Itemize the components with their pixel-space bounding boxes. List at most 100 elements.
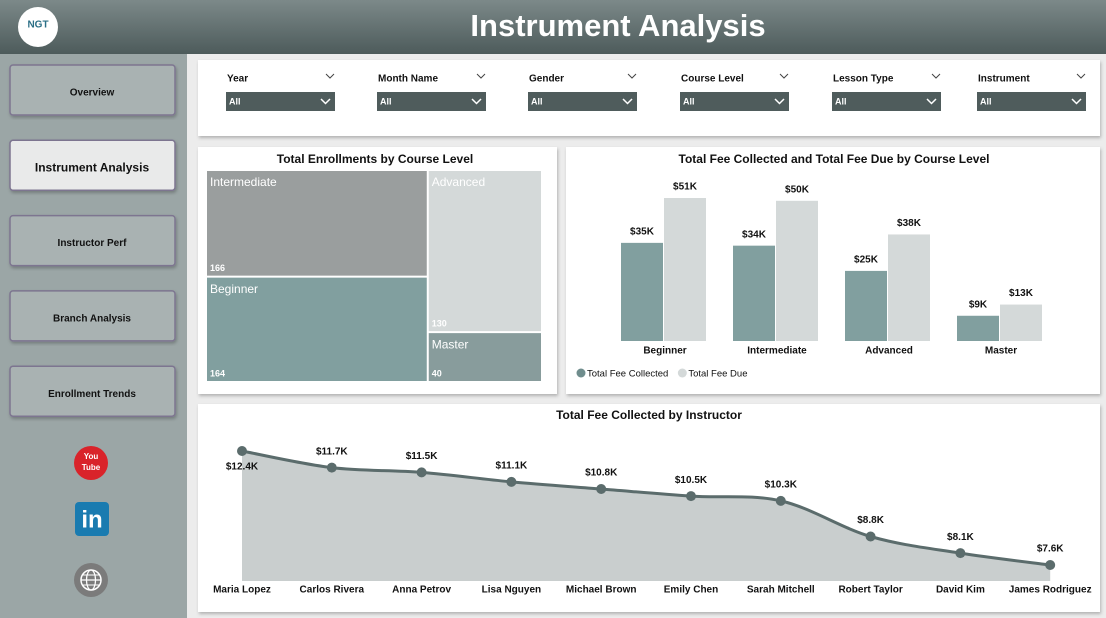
legend-label[interactable]: Total Fee Collected [587, 369, 668, 380]
data-label: $11.5K [406, 451, 438, 462]
filter-label: Gender [529, 74, 564, 85]
filter-chevron[interactable] [779, 73, 789, 79]
nav-button-label: Instructor Perf [58, 238, 128, 249]
chart-title: Total Fee Collected and Total Fee Due by… [679, 152, 990, 166]
data-label: $51K [673, 182, 698, 193]
header-bar [0, 0, 1106, 54]
filter-label: Lesson Type [833, 74, 894, 85]
dropdown-chevron [926, 98, 937, 105]
data-label: $50K [785, 184, 810, 195]
filter-dropdown[interactable] [226, 92, 335, 111]
filter-dropdown[interactable] [528, 92, 637, 111]
x-tick-label: Beginner [643, 346, 686, 357]
chart-title: Total Fee Collected by Instructor [556, 408, 742, 422]
filter-value: All [980, 96, 992, 106]
point [596, 484, 607, 494]
filter-label: Instrument [978, 74, 1030, 85]
line [241, 449, 1051, 567]
treemap-label: Master [432, 337, 469, 351]
bar [733, 245, 775, 341]
point [775, 495, 786, 506]
area [242, 451, 1051, 581]
data-label: $12.4K [226, 462, 259, 473]
point [686, 491, 696, 502]
treemap-label: Intermediate [210, 175, 277, 189]
page-title: Instrument Analysis [470, 8, 765, 43]
treemap-value: 40 [432, 368, 442, 378]
point [326, 462, 337, 473]
dropdown-chevron [774, 98, 785, 105]
bar [888, 234, 930, 341]
treemap-value: 164 [210, 368, 225, 378]
nav-button-label: Instrument Analysis [35, 160, 150, 174]
data-label: $38K [897, 218, 922, 229]
legend-marker[interactable] [677, 368, 687, 378]
x-tick-label: Advanced [865, 346, 913, 357]
filter-chevron[interactable] [931, 73, 941, 79]
filter-label: Course Level [681, 74, 744, 85]
point [506, 476, 517, 487]
bar [1000, 304, 1042, 341]
x-tick-label: Emily Chen [664, 585, 718, 596]
linkedin-text: in [81, 506, 102, 533]
data-label: $10.5K [675, 475, 708, 486]
data-label: $25K [854, 255, 879, 266]
nav-button[interactable] [9, 64, 176, 116]
filter-dropdown[interactable] [680, 92, 789, 111]
logo-text: NGT [27, 20, 48, 31]
bar [621, 242, 663, 341]
filter-label: Month Name [378, 74, 438, 85]
data-label: $11.7K [316, 446, 348, 457]
treemap-cell [207, 171, 427, 276]
dropdown-chevron [320, 98, 331, 105]
filter-value: All [835, 96, 847, 106]
x-tick-label: Michael Brown [566, 585, 637, 596]
data-label: $8.8K [857, 515, 884, 526]
youtube-text: You [84, 452, 99, 461]
nav-button[interactable] [9, 214, 176, 267]
filter-panel [198, 60, 1100, 136]
data-label: $10.8K [585, 468, 618, 479]
legend-marker[interactable] [576, 368, 586, 378]
filter-value: All [683, 96, 695, 106]
x-tick-label: James Rodriguez [1009, 585, 1092, 596]
nav-button[interactable] [9, 290, 176, 342]
linkedin-icon[interactable] [75, 502, 109, 536]
data-label: $10.3K [765, 480, 798, 491]
x-tick-label: Intermediate [747, 346, 807, 357]
point [416, 467, 427, 478]
treemap-value: 130 [432, 318, 447, 328]
filter-value: All [229, 96, 241, 106]
point [237, 446, 247, 456]
x-tick-label: Master [985, 346, 1017, 357]
youtube-icon[interactable] [74, 446, 108, 480]
filter-value: All [531, 96, 543, 106]
youtube-text: Tube [82, 463, 101, 472]
filter-chevron[interactable] [1076, 73, 1086, 79]
logo [18, 7, 58, 47]
filter-chevron[interactable] [627, 73, 637, 79]
point [865, 531, 876, 542]
dropdown-chevron [1071, 98, 1082, 105]
filter-chevron[interactable] [325, 73, 335, 79]
data-label: $8.1K [947, 532, 974, 543]
treemap-label: Beginner [210, 282, 258, 296]
filter-dropdown[interactable] [977, 92, 1086, 111]
filter-chevron[interactable] [476, 73, 486, 79]
web-icon[interactable] [74, 563, 108, 597]
filter-dropdown[interactable] [832, 92, 941, 111]
bar [957, 315, 999, 341]
point [1045, 560, 1056, 570]
filter-value: All [380, 96, 392, 106]
nav-button-label: Enrollment Trends [48, 389, 136, 400]
data-label: $9K [969, 299, 988, 310]
filter-dropdown[interactable] [377, 92, 486, 111]
treemap-label: Advanced [432, 175, 485, 189]
treemap-cell [428, 333, 541, 381]
nav-button[interactable] [9, 139, 176, 192]
nav-button[interactable] [9, 365, 176, 417]
x-tick-label: Maria Lopez [213, 585, 271, 596]
legend-label[interactable]: Total Fee Due [688, 369, 747, 380]
